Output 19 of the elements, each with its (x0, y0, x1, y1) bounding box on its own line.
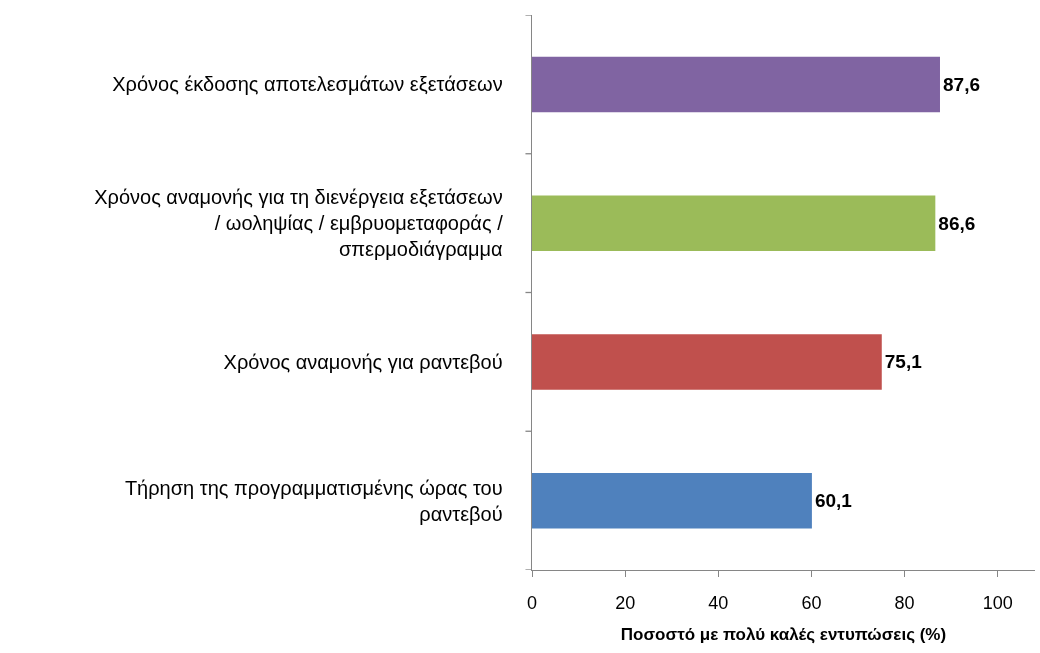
x-tick-label: 40 (708, 592, 729, 613)
y-tick-label: Χρόνος αναμονής για ραντεβού (223, 350, 503, 373)
bar (532, 334, 882, 390)
x-tick-label: 100 (982, 592, 1013, 613)
bar (532, 472, 812, 529)
data-label: 87,6 (942, 73, 980, 95)
data-label: 75,1 (884, 351, 923, 373)
x-axis-title: Ποσοστό με πολύ καλές εντυπώσεις (%) (620, 625, 947, 645)
x-tick-label: 60 (801, 592, 822, 613)
y-tick-label: Χρόνος έκδοσης αποτελεσμάτων εξετάσεων (112, 73, 503, 96)
data-label: 60,1 (814, 490, 853, 512)
x-tick-label: 0 (526, 592, 538, 613)
bar (532, 195, 936, 251)
data-label: 86,6 (938, 212, 976, 234)
x-tick-label: 20 (615, 592, 636, 613)
x-tick-label: 80 (894, 592, 915, 613)
y-tick-label: Χρόνος αναμονής για τη διενέργεια εξετάσεων / ωοληψίας / εμβρυομεταφοράς / σπερμοδιάγραμμα (94, 186, 504, 261)
bar (532, 56, 940, 113)
y-tick-label: Τήρηση της προγραμματισμένης ώρας του ραντεβού (124, 476, 503, 525)
